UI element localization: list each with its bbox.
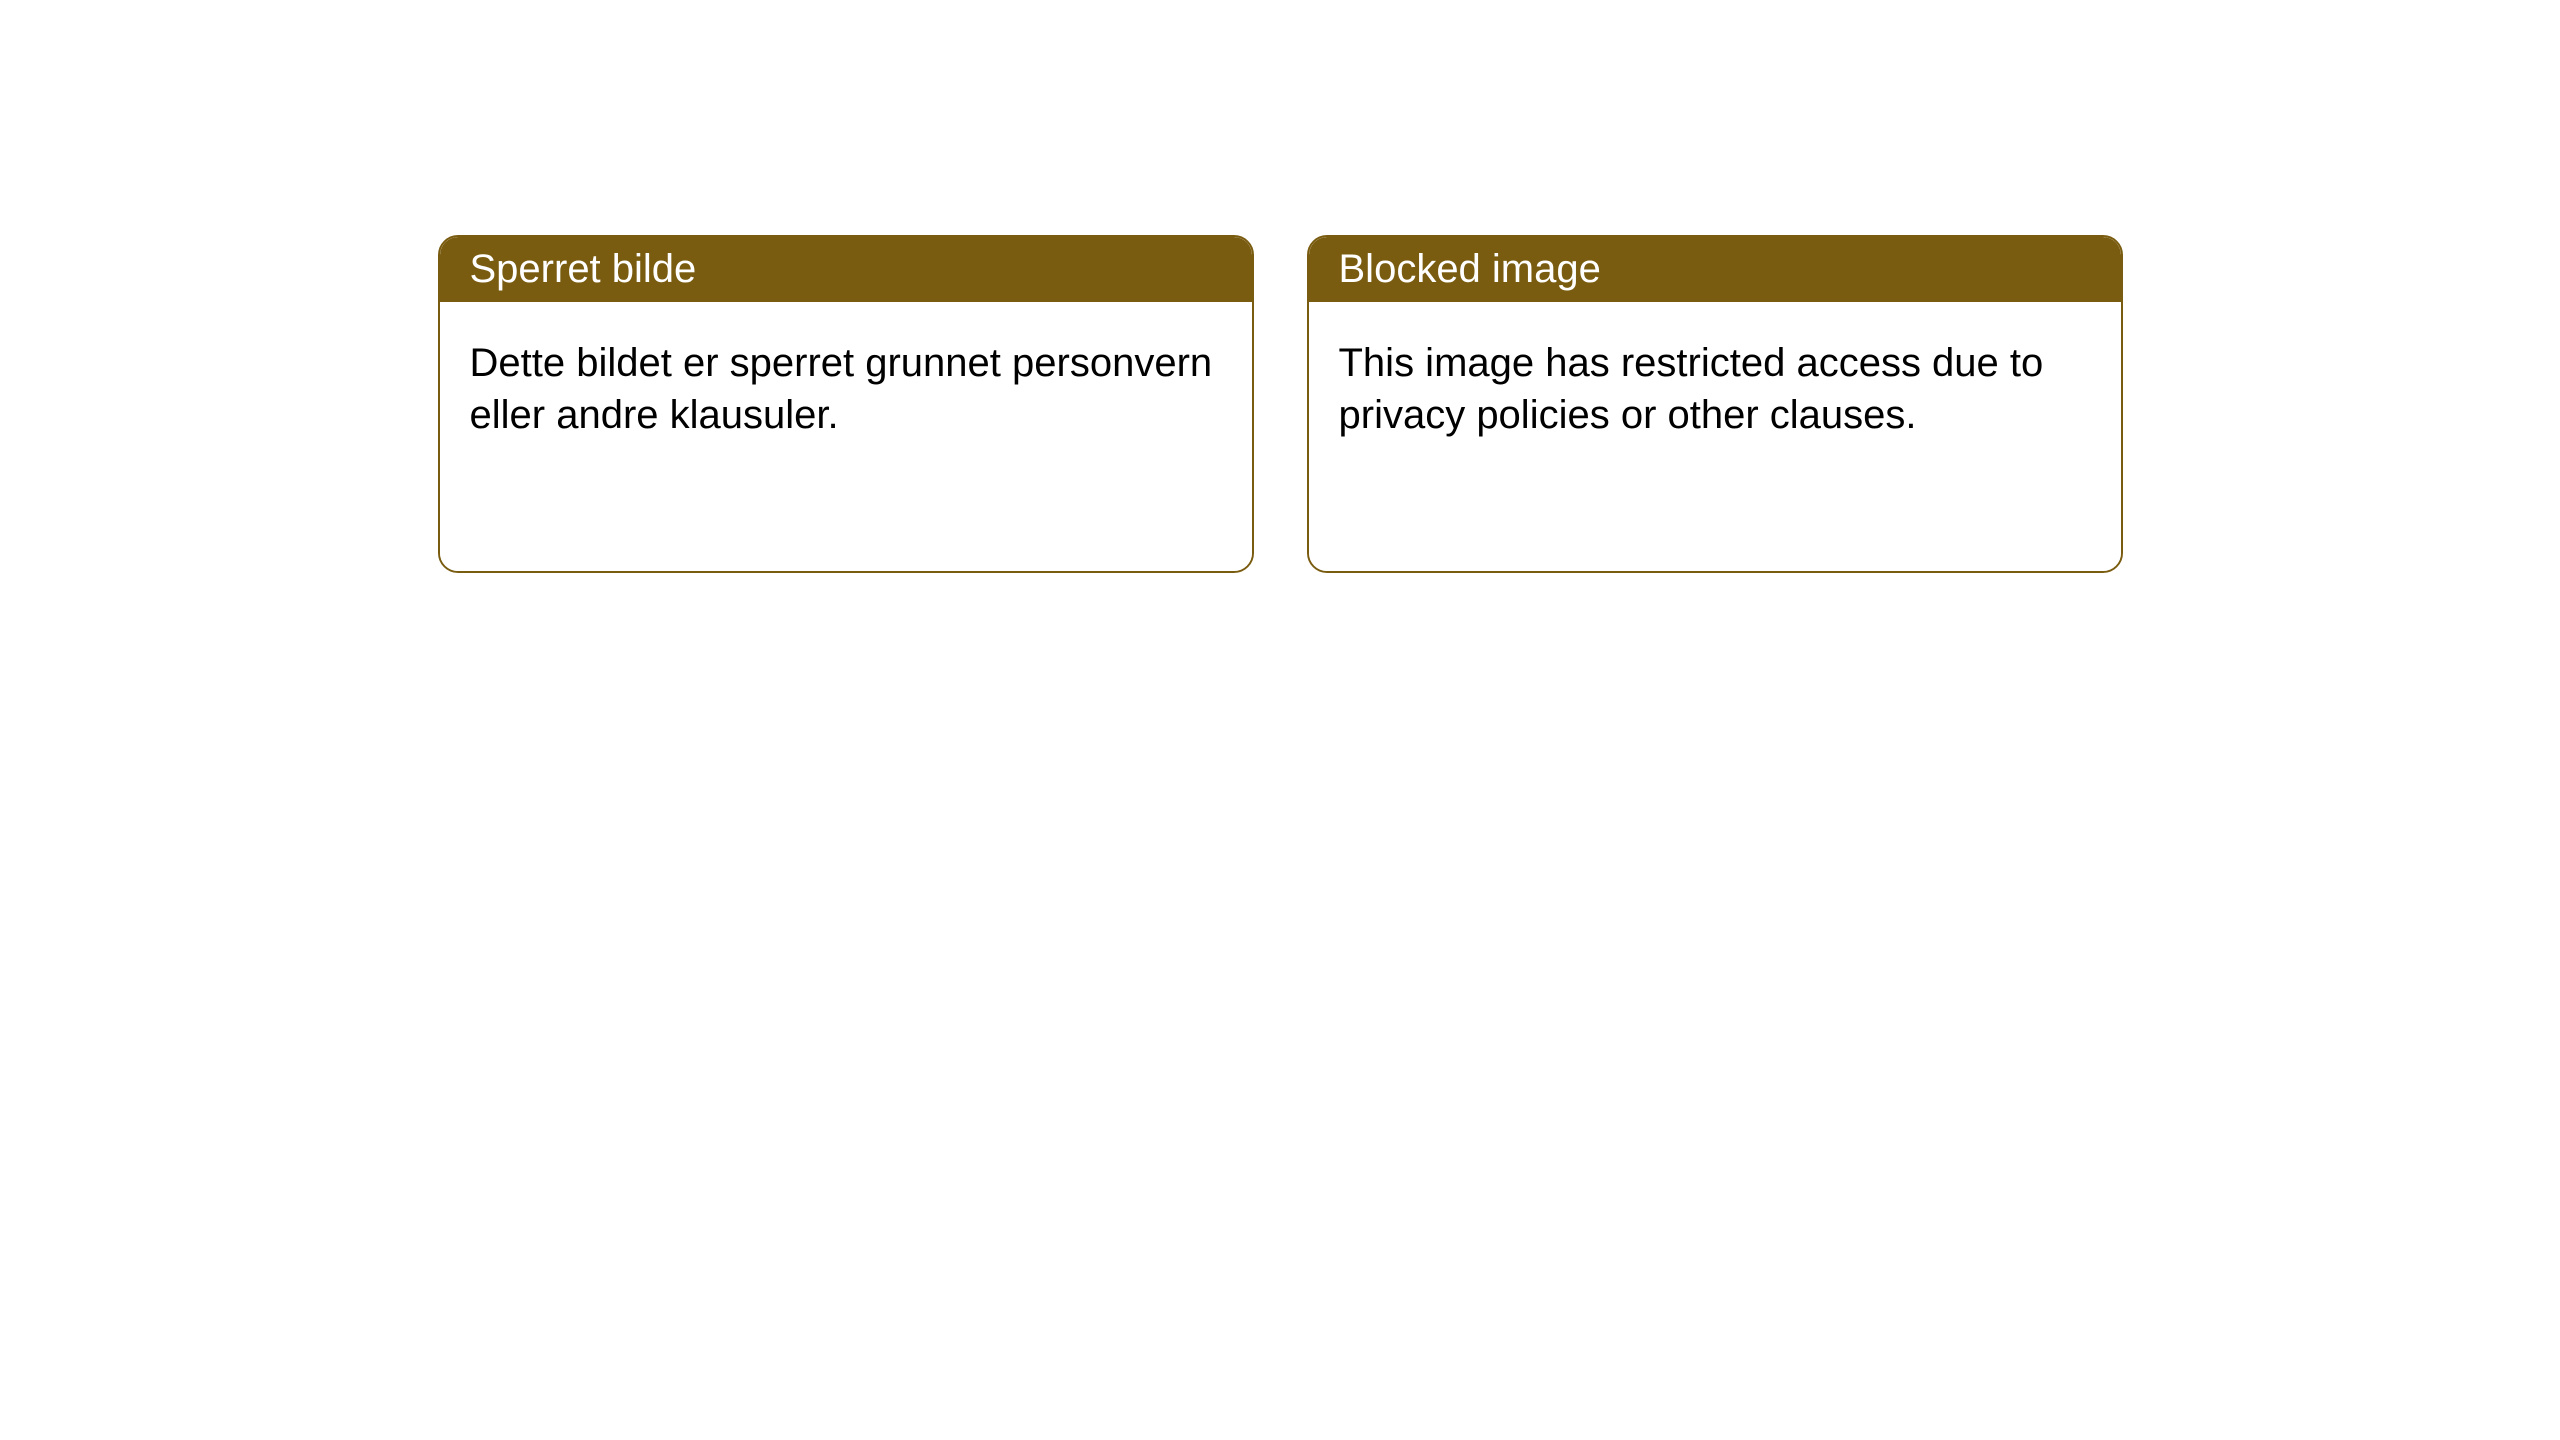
card-title: Blocked image [1339,247,1601,291]
card-message: This image has restricted access due to … [1339,341,2044,437]
notice-card-english: Blocked image This image has restricted … [1307,235,2123,573]
card-body: Dette bildet er sperret grunnet personve… [440,302,1252,571]
card-title: Sperret bilde [470,247,697,291]
notice-cards-container: Sperret bilde Dette bildet er sperret gr… [438,235,2123,573]
card-header: Blocked image [1309,237,2121,302]
card-header: Sperret bilde [440,237,1252,302]
notice-card-norwegian: Sperret bilde Dette bildet er sperret gr… [438,235,1254,573]
card-body: This image has restricted access due to … [1309,302,2121,571]
card-message: Dette bildet er sperret grunnet personve… [470,341,1213,437]
